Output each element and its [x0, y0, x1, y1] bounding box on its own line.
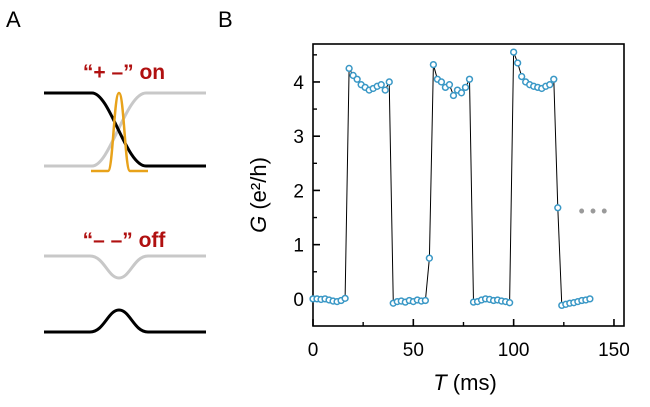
- on-state-label: “+ –” on: [83, 61, 165, 84]
- black-bump-curve: [44, 308, 206, 334]
- data-point: [546, 81, 554, 89]
- data-point: [554, 204, 562, 212]
- data-point: [445, 81, 454, 89]
- gray-dip-curve: [44, 254, 206, 280]
- y-tick-label: 0: [293, 290, 304, 311]
- data-point: [345, 64, 353, 73]
- orange-peak-curve: [91, 91, 148, 173]
- y-tick-label: 3: [293, 127, 304, 148]
- data-point: [353, 75, 361, 83]
- data-point: [461, 83, 470, 92]
- data-point: [381, 86, 389, 94]
- data-point: [437, 78, 446, 86]
- data-point: [518, 72, 526, 81]
- data-point: [421, 296, 430, 305]
- x-tick-label: 100: [498, 340, 530, 361]
- x-tick-label: 50: [403, 340, 424, 361]
- y-tick-label: 1: [293, 236, 304, 257]
- data-point: [586, 295, 594, 303]
- series-line-conductance: [313, 51, 591, 307]
- data-point: [385, 78, 393, 86]
- x-tick-label: 0: [308, 340, 319, 361]
- panel-b: B G (e²/h) T (ms) 0 50 100 150 0 1 2 3 4 • • •: [218, 7, 630, 395]
- data-point: [457, 89, 466, 97]
- black-step-curve: [44, 91, 206, 168]
- data-point: [514, 59, 522, 67]
- y-tick-label: 2: [293, 181, 304, 202]
- data-point: [449, 91, 458, 100]
- data-point: [429, 60, 438, 69]
- plot-frame: [312, 43, 625, 327]
- data-point: [465, 75, 474, 83]
- panel-b-letter: B: [218, 7, 233, 32]
- data-point: [509, 48, 518, 56]
- panel-a-letter: A: [6, 7, 21, 32]
- plot-area: 0 50 100 150 0 1 2 3 4 • • •: [293, 43, 630, 361]
- y-axis-title: G (e²/h): [246, 157, 271, 233]
- continuation-dots: • • •: [579, 201, 608, 221]
- panel-a: A “+ –” on “– –” off: [6, 7, 206, 334]
- off-state-label: “– –” off: [83, 229, 167, 252]
- y-tick-label: 4: [293, 73, 304, 94]
- x-axis-title: T (ms): [433, 370, 497, 395]
- data-point: [341, 294, 349, 302]
- data-point: [505, 299, 514, 307]
- x-tick-label: 150: [598, 340, 630, 361]
- data-point: [425, 254, 434, 262]
- data-point: [377, 81, 385, 89]
- data-point: [550, 75, 558, 83]
